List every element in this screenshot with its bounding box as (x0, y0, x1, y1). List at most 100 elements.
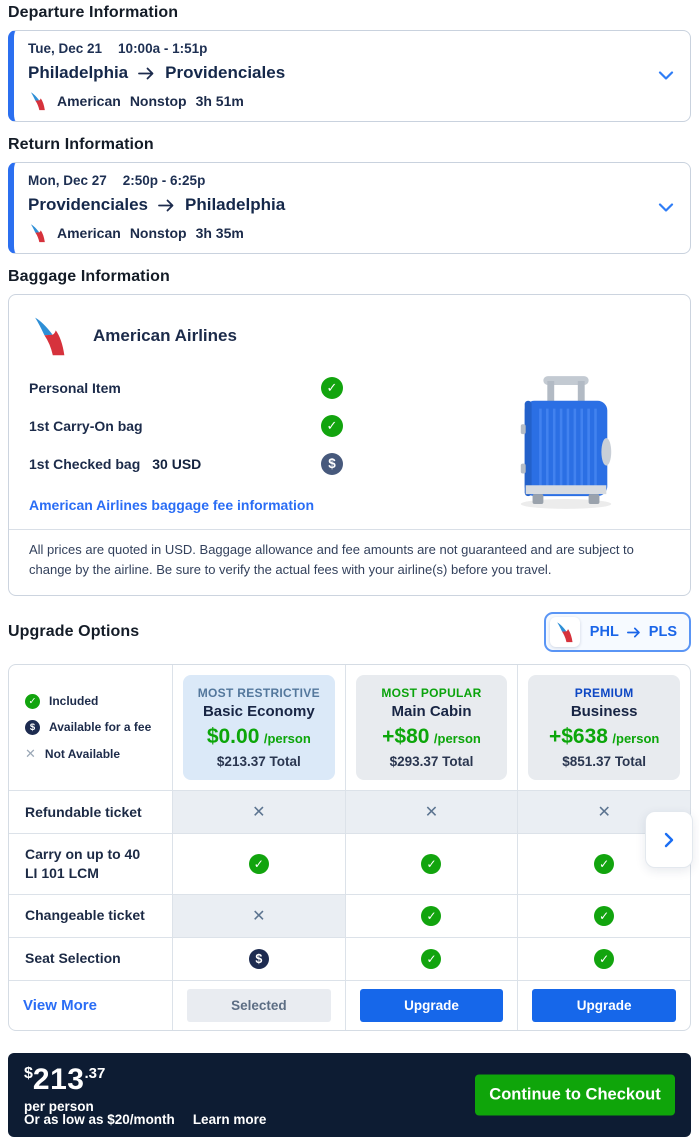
departure-destination: Providenciales (165, 63, 286, 82)
return-stops: Nonstop (129, 225, 187, 241)
return-duration: 3h 35m (195, 225, 244, 241)
included-check-icon: ✓ (321, 414, 343, 437)
view-more-link[interactable]: View More (23, 996, 97, 1014)
plan-header-business: PREMIUM Business +$638 /person $851.37 T… (517, 665, 690, 790)
feature-value-cell: ✓ (344, 894, 518, 937)
baggage-row-checked-bag: 1st Checked bag 30 USD $ (29, 449, 490, 478)
chevron-right-icon (664, 832, 674, 847)
return-heading: Return Information (8, 136, 154, 153)
financing-line: Or as low as $20/month Learn more (24, 1112, 266, 1127)
route-badge-origin: PHL (589, 624, 619, 640)
departure-carrier: American (57, 93, 121, 109)
baggage-fee-link[interactable]: American Airlines baggage fee informatio… (29, 497, 314, 513)
feature-value-cell: ✓ (517, 834, 690, 894)
upgrade-heading: Upgrade Options (8, 623, 140, 640)
chevron-down-icon[interactable] (658, 203, 674, 213)
check-icon: ✓ (421, 948, 442, 969)
route-arrow-icon (138, 67, 154, 79)
table-footer-row: View More Selected Upgrade Upgrade (9, 979, 690, 1030)
feature-value-cell: ✓ (517, 937, 690, 980)
departure-origin: Philadelphia (28, 63, 129, 82)
legend-included: ✓ Included (25, 693, 98, 709)
check-icon: ✓ (248, 853, 269, 874)
legend: ✓ Included $ Available for a fee ✕ Not A… (9, 665, 172, 790)
return-date: Mon, Dec 27 (28, 173, 107, 188)
plan-tag: MOST POPULAR (381, 686, 482, 700)
baggage-disclaimer: All prices are quoted in USD. Baggage al… (29, 542, 634, 577)
plan-cta-cell: Upgrade (344, 980, 518, 1030)
return-meta: American Nonstop 3h 35m (28, 223, 650, 243)
return-datetime: Mon, Dec 27 2:50p - 6:25p (28, 173, 650, 188)
included-check-icon: ✓ (321, 376, 343, 399)
checkout-bar: $213.37 per person Or as low as $20/mont… (8, 1052, 691, 1137)
baggage-label: 1st Carry-On bag (29, 417, 143, 434)
fee-dollar-icon: $ (321, 452, 343, 475)
feature-value-cell: ✕ (344, 791, 518, 833)
upgrade-comparison-table: ✓ Included $ Available for a fee ✕ Not A… (8, 664, 691, 1031)
baggage-heading: Baggage Information (8, 268, 170, 285)
check-icon: ✓ (594, 948, 615, 969)
american-airlines-icon (30, 92, 45, 111)
baggage-label: 1st Checked bag 30 USD (29, 455, 202, 472)
check-icon: ✓ (594, 905, 615, 926)
dollar-icon: $ (248, 948, 269, 969)
checked-bag-price: 30 USD (152, 455, 202, 472)
cross-icon: ✕ (252, 804, 266, 821)
departure-stops: Nonstop (129, 93, 187, 109)
plan-header-basic-economy: MOST RESTRICTIVE Basic Economy $0.00 /pe… (172, 665, 345, 790)
baggage-airline-name: American Airlines (93, 326, 237, 345)
plan-name: Basic Economy (202, 703, 315, 720)
dollar-icon: $ (25, 719, 40, 735)
departure-date: Tue, Dec 21 (28, 41, 103, 56)
feature-row-carry-on: Carry on up to 40 LI 101 LCM ✓ ✓ ✓ (9, 833, 690, 894)
continue-to-checkout-button[interactable]: Continue to Checkout (475, 1074, 675, 1116)
baggage-row-carry-on: 1st Carry-On bag ✓ (29, 411, 490, 440)
plan-header-main-cabin: MOST POPULAR Main Cabin +$80 /person $29… (344, 665, 518, 790)
cross-icon: ✕ (424, 804, 439, 821)
american-airlines-icon (549, 617, 580, 647)
plan-tag: PREMIUM (574, 686, 634, 700)
return-route: Providenciales Philadelphia (28, 195, 650, 215)
table-header-row: ✓ Included $ Available for a fee ✕ Not A… (9, 665, 690, 790)
baggage-airline-header: American Airlines (29, 315, 670, 357)
baggage-label: Personal Item (29, 379, 121, 396)
selected-button[interactable]: Selected (187, 988, 331, 1022)
feature-value-cell: ✓ (344, 834, 518, 894)
feature-label: Refundable ticket (25, 803, 142, 820)
departure-meta: American Nonstop 3h 51m (28, 91, 650, 111)
feature-value-cell: ✕ (172, 894, 345, 937)
baggage-card: American Airlines Personal Item ✓ 1st Ca… (8, 294, 691, 596)
route-badge-button[interactable]: PHL PLS (543, 612, 691, 652)
plan-cta-cell: Selected (172, 980, 345, 1030)
plan-tag: MOST RESTRICTIVE (197, 686, 320, 700)
departure-datetime: Tue, Dec 21 10:00a - 1:51p (28, 41, 650, 56)
feature-label: Carry on up to 40 LI 101 LCM (25, 846, 141, 881)
check-icon: ✓ (421, 905, 442, 926)
cross-icon: ✕ (252, 907, 266, 925)
plan-cta-cell: Upgrade (517, 980, 690, 1030)
feature-row-seat-selection: Seat Selection $ ✓ ✓ (9, 936, 690, 980)
plan-name: Business (570, 703, 638, 720)
legend-fee: $ Available for a fee (25, 719, 151, 735)
return-flight-card[interactable]: Mon, Dec 27 2:50p - 6:25p Providenciales… (8, 162, 691, 254)
departure-heading: Departure Information (8, 4, 179, 21)
upgrade-main-cabin-button[interactable]: Upgrade (359, 988, 504, 1022)
divider (9, 529, 690, 530)
plan-total: $851.37 Total (562, 754, 647, 769)
plan-total: $293.37 Total (389, 754, 474, 769)
route-arrow-icon (158, 199, 174, 211)
feature-value-cell: ✕ (172, 791, 345, 833)
return-destination: Philadelphia (185, 195, 286, 214)
plan-name: Main Cabin (391, 703, 472, 720)
departure-duration: 3h 51m (195, 93, 244, 109)
carousel-next-button[interactable] (645, 811, 693, 868)
feature-label: Changeable ticket (25, 907, 145, 924)
feature-row-changeable: Changeable ticket ✕ ✓ ✓ (9, 893, 690, 937)
upgrade-business-button[interactable]: Upgrade (532, 988, 676, 1022)
learn-more-link[interactable]: Learn more (192, 1111, 267, 1127)
departure-flight-card[interactable]: Tue, Dec 21 10:00a - 1:51p Philadelphia … (8, 30, 691, 122)
chevron-down-icon[interactable] (658, 71, 674, 81)
plan-total: $213.37 Total (216, 754, 301, 769)
feature-value-cell: ✓ (517, 894, 690, 937)
